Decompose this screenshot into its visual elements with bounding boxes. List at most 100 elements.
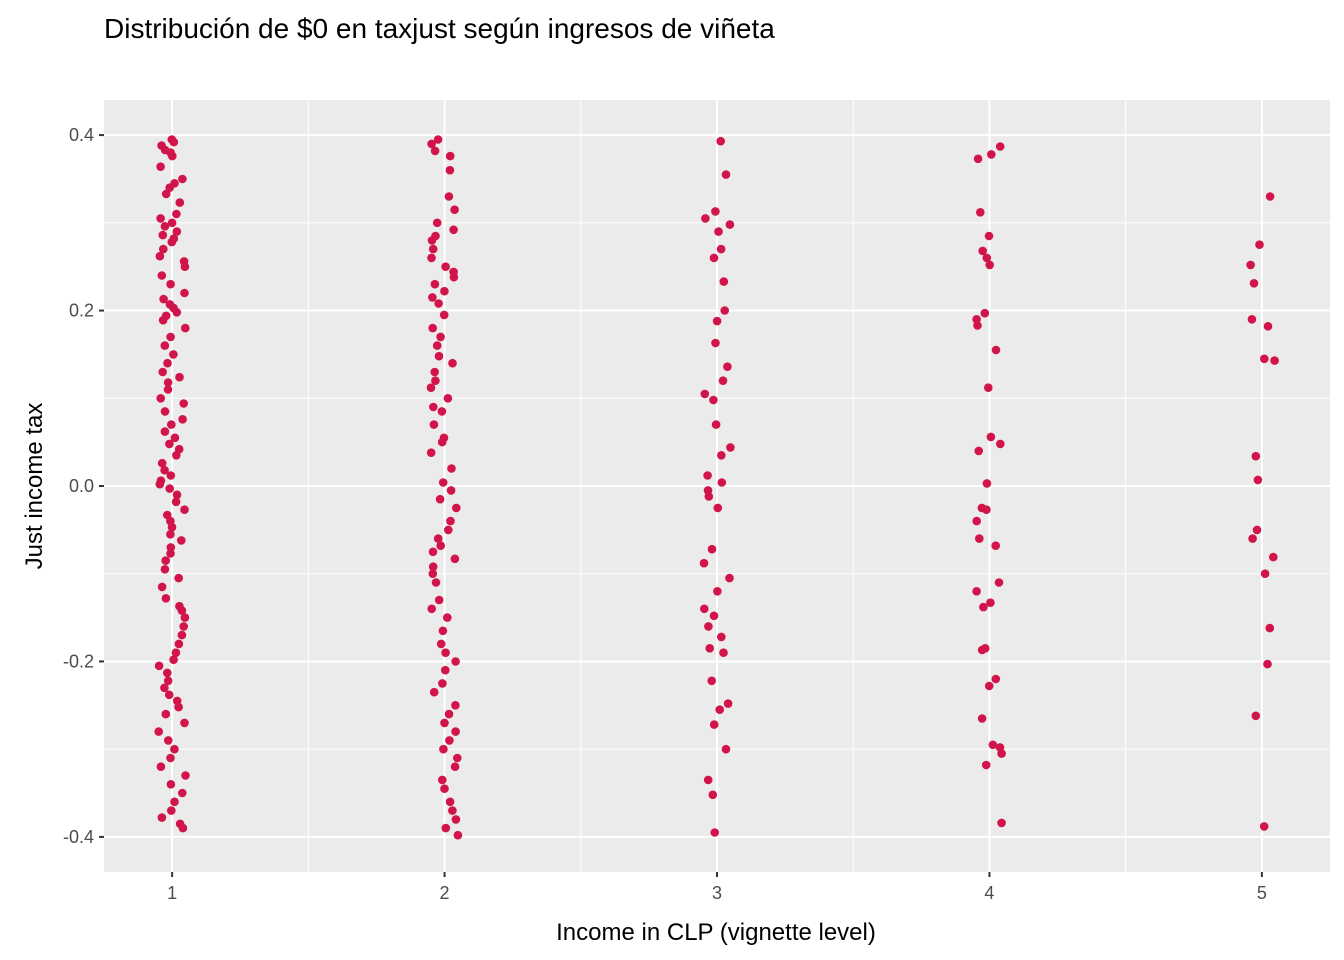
data-point [991, 541, 1000, 550]
data-point [177, 630, 187, 640]
data-point [446, 486, 456, 495]
y-tick-label: 0.4 [69, 125, 94, 145]
data-point [175, 198, 185, 207]
data-point [986, 432, 996, 442]
data-point [180, 288, 189, 298]
data-point [444, 709, 454, 719]
data-point [972, 516, 981, 526]
data-point [711, 338, 720, 348]
data-point [982, 479, 992, 488]
data-point [446, 516, 455, 526]
data-point [1270, 356, 1279, 365]
data-point [427, 236, 437, 245]
data-point [158, 367, 167, 377]
data-point [701, 214, 710, 223]
data-point [985, 260, 994, 270]
y-tick-label: 0.0 [69, 476, 94, 496]
data-point [166, 332, 175, 342]
data-point [982, 253, 992, 263]
data-point [167, 420, 176, 429]
data-point [181, 323, 190, 333]
data-point [438, 775, 447, 785]
data-point [1269, 552, 1278, 562]
data-point [440, 784, 449, 793]
data-point [723, 699, 733, 708]
data-point [437, 407, 447, 416]
data-point [443, 394, 453, 403]
data-point [436, 332, 445, 342]
data-point [427, 139, 436, 149]
data-point [1259, 822, 1269, 831]
data-point [704, 622, 713, 631]
data-point [154, 661, 164, 671]
data-point [713, 587, 722, 596]
data-point [450, 762, 460, 771]
data-point [721, 170, 731, 179]
data-point [453, 830, 463, 840]
data-point [974, 446, 983, 456]
chart-title: Distribución de $0 en taxjust según ingr… [104, 13, 775, 44]
data-point [1249, 279, 1259, 288]
data-point [161, 594, 171, 603]
data-point [707, 676, 716, 686]
data-point [435, 494, 445, 504]
data-point [428, 323, 438, 333]
data-point [450, 554, 460, 564]
data-point [720, 306, 729, 315]
data-point [714, 227, 723, 236]
data-point [430, 146, 440, 156]
data-point [434, 351, 444, 361]
data-point [166, 530, 175, 539]
data-point [977, 645, 987, 655]
data-point [172, 451, 181, 460]
data-point [434, 595, 444, 605]
data-point [711, 207, 720, 216]
data-point [172, 308, 182, 317]
data-point [159, 294, 168, 304]
data-point [987, 150, 996, 159]
data-point [716, 244, 726, 254]
data-point [429, 420, 439, 429]
data-point [163, 385, 173, 394]
data-point [717, 451, 726, 460]
data-point [432, 341, 442, 350]
data-point [1252, 525, 1262, 535]
data-point [171, 648, 181, 657]
data-point [715, 705, 724, 714]
data-point [155, 479, 165, 489]
data-point [166, 780, 176, 789]
data-point [996, 439, 1005, 449]
data-point [439, 310, 449, 320]
data-point [431, 376, 440, 386]
data-point [160, 222, 170, 231]
data-point [426, 383, 436, 393]
data-point [1246, 260, 1255, 270]
data-point [430, 367, 440, 377]
data-point [166, 471, 176, 480]
data-point [973, 154, 983, 164]
data-point [451, 815, 461, 824]
data-point [704, 492, 714, 501]
data-point [438, 478, 448, 487]
data-point [1265, 192, 1275, 201]
data-point [180, 505, 189, 514]
data-point [719, 277, 729, 286]
data-point [984, 383, 993, 393]
data-point [710, 828, 719, 837]
data-point [170, 433, 180, 443]
data-point [997, 818, 1006, 828]
data-point [982, 505, 991, 514]
data-point [161, 709, 171, 719]
data-point [170, 797, 179, 807]
data-point [156, 162, 165, 171]
data-point [172, 227, 182, 236]
data-point [439, 744, 448, 754]
data-point [169, 655, 178, 664]
data-point [1251, 711, 1261, 721]
data-point [169, 350, 178, 359]
data-point [171, 497, 181, 507]
data-point [700, 389, 710, 399]
data-point [177, 606, 187, 615]
data-point [709, 253, 719, 263]
data-point [156, 214, 165, 223]
